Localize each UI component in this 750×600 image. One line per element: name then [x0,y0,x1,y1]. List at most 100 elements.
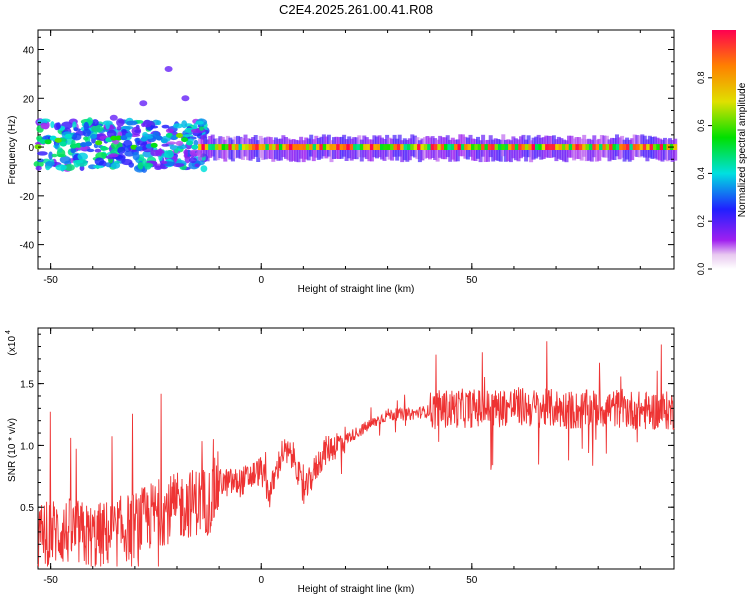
spectrogram-cell [535,144,539,150]
spectrogram-cell [326,144,331,150]
spectrogram-cell [278,144,283,150]
spectrogram-cell [173,148,179,154]
spectrogram-cell [186,140,194,146]
spectrogram-axes: -50 0 50 40 20 0 -20 -40 [20,30,674,286]
spectrogram-cell [88,164,97,170]
spectrogram-cell [383,144,388,150]
spectrogram-cell [578,144,583,150]
spectrogram-cell [506,139,511,162]
spectrogram-cell [54,142,59,150]
spectrogram-cell [474,144,479,150]
spectrogram-cell [95,140,103,146]
spectrogram-cell [312,144,317,150]
spectrogram-cell [380,144,384,150]
spectrogram-cell [86,148,95,153]
colorbar-tick-label: 0.8 [696,72,706,85]
spectrogram-cell [498,139,503,162]
spectrogram-cell [51,153,58,158]
spectrogram-cell [663,144,667,150]
spectrogram-cell [373,144,378,150]
spectrogram-cell [435,139,440,162]
spectrogram-cell [359,139,364,162]
spectrogram-y-tick-label: 20 [23,94,35,105]
spectrogram-cell [448,139,453,162]
spectrogram-cell [165,128,174,133]
snr-x-tick-label: 50 [466,575,478,586]
spectrogram-cell [175,140,184,146]
spectrogram-cell [471,144,475,150]
spectrogram-cell [271,139,276,162]
spectrogram-cell [275,144,280,150]
spectrogram-cell [346,144,351,150]
colorbar-tick-label: 0.4 [696,167,706,180]
spectrogram-cell [252,144,256,150]
spectrogram-cell [37,151,48,156]
spectrogram-cell [503,139,508,162]
spectrogram-cell [109,114,118,121]
spectrogram-cell [208,144,213,150]
spectrogram-cell [548,144,553,150]
spectrogram-cell [622,144,627,150]
spectrogram-cell [417,144,422,150]
colorbar: 0.0 0.2 0.4 0.6 0.8 Normalized spectral ampl… [696,30,748,275]
spectrogram-cell [332,144,337,150]
spectrogram-y-tick-label: -20 [20,192,35,203]
spectrogram-cell [91,124,104,133]
spectrogram-cell [45,161,55,167]
spectrogram-x-tick-label: 0 [258,275,264,286]
spectrogram-cell [302,144,307,150]
spectrogram-cell [491,139,496,162]
spectrogram-cell [231,144,236,150]
spectrogram-cell [646,144,651,150]
spectrogram-cell [329,140,334,163]
colorbar-tick-label: 0.0 [696,263,706,276]
figure-title: C2E4.2025.261.00.41.R08 [279,2,433,17]
spectrogram-cell [642,144,647,150]
spectrogram-cell [455,139,460,162]
spectrogram-cell [309,144,314,150]
spectrogram-cell [193,139,199,146]
spectrogram-cell [599,144,603,150]
snr-x-tick-label: -50 [43,575,58,586]
spectrogram-cell [508,140,513,163]
spectrogram-cell [516,139,521,162]
spectrogram-cell [221,144,226,150]
spectrogram-cell [289,144,293,150]
spectrogram-cell [359,144,364,150]
spectrogram-cell [161,160,168,165]
spectrogram-cell [164,66,173,72]
spectrogram-cell [161,124,170,129]
spectrogram-cell [589,139,594,162]
spectrogram-cell [467,144,472,150]
spectrogram-cell [189,157,198,164]
spectrogram-cell [245,144,250,150]
spectrogram-cell [285,144,290,150]
spectrogram-cell [524,139,529,162]
spectrogram-cell [235,144,240,150]
spectrogram-cell [44,139,52,145]
spectrogram-cell [487,144,492,150]
colorbar-tick-label: 0.6 [696,119,706,132]
spectrogram-y-tick-label: 0 [28,143,34,154]
snr-series-line [37,341,675,567]
spectrogram-xlabel: Height of straight line (km) [298,284,415,295]
spectrogram-cell [184,148,188,158]
spectrogram-cell [369,139,374,162]
spectrogram-cell [636,144,641,150]
spectrogram-cell [135,146,143,152]
spectrogram-cell [94,148,102,153]
spectrogram-cell [316,144,320,150]
spectrogram-cell [464,144,469,150]
spectrogram-cell [115,135,123,141]
spectrogram-cell [433,144,438,150]
spectrogram-cell [595,144,600,150]
spectrogram-cell [585,144,590,150]
spectrogram-cell [396,144,401,150]
spectrogram-plot-area [33,66,678,173]
spectrogram-cell [132,152,140,161]
spectrogram-cell [322,144,327,150]
spectrogram-cell [295,144,300,150]
spectrogram-cell [564,140,569,163]
spectrogram-cell [91,119,99,127]
spectrogram-cell [568,144,573,150]
